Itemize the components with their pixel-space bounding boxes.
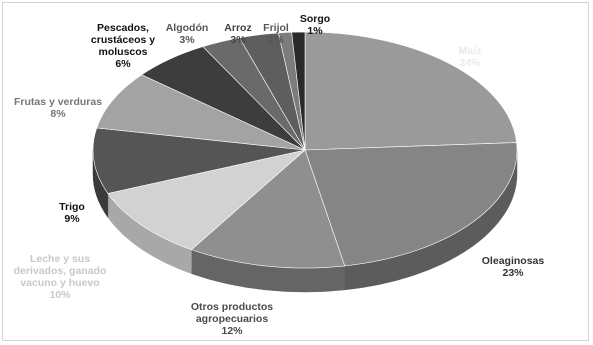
- slice-label-9: Frijol 1%: [263, 22, 289, 46]
- pie-side-layer: [92, 149, 518, 293]
- slice-0: [304, 31, 517, 151]
- slice-label-1: Oleaginosas 23%: [482, 255, 545, 279]
- slice-label-7: Algodón 3%: [166, 22, 209, 46]
- slice-labels: Maíz 24% Oleaginosas 23% Otros productos agro…: [14, 13, 545, 337]
- slice-label-5: Frutas y verduras 8%: [14, 96, 102, 120]
- slice-label-0: Maíz 24%: [459, 45, 482, 69]
- slice-label-3: Leche y sus derivados, ganado vacuno y hue…: [14, 253, 107, 301]
- pie-top-layer: [92, 31, 518, 269]
- slice-5: [96, 74, 306, 151]
- slice-label-6: Pescados, crustáceos y moluscos 6%: [91, 22, 155, 70]
- slice-label-8: Arroz 3%: [224, 22, 251, 46]
- slice-10: [291, 31, 306, 151]
- slice-3: [107, 149, 306, 250]
- slice-2: [190, 149, 346, 269]
- slice-label-2: Otros productos agropecuarios 12%: [191, 301, 273, 337]
- slice-label-10: Sorgo 1%: [300, 13, 330, 37]
- slice-1: [304, 142, 518, 267]
- slice-label-4: Trigo 9%: [59, 201, 85, 225]
- slice-4: [92, 127, 306, 194]
